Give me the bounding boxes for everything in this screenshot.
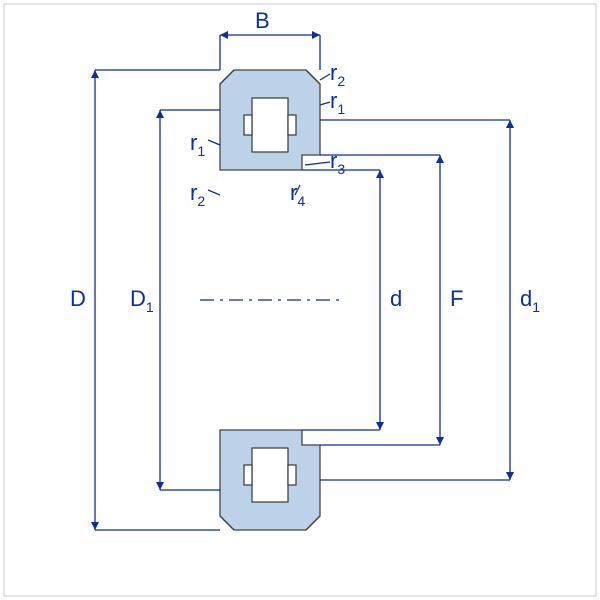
section-lower — [220, 430, 320, 530]
label-r3: r3 — [330, 148, 345, 177]
roller — [252, 98, 288, 152]
label-B: B — [255, 8, 270, 33]
bearing-cross-section-diagram: BDD1dFd1r1r2r1r2r3r4 — [0, 0, 600, 600]
label-d: d — [390, 286, 402, 311]
label-F: F — [450, 286, 463, 311]
label-D1: D1 — [130, 286, 154, 315]
label-r1_bot: r1 — [190, 130, 205, 159]
label-D: D — [70, 286, 86, 311]
label-r2_bot: r2 — [190, 180, 205, 209]
label-r4: r4 — [290, 180, 305, 209]
label-d1: d1 — [520, 286, 540, 315]
label-r2_top: r2 — [330, 60, 345, 89]
label-r1_top: r1 — [330, 88, 345, 117]
section-upper — [220, 70, 320, 170]
roller — [252, 448, 288, 502]
